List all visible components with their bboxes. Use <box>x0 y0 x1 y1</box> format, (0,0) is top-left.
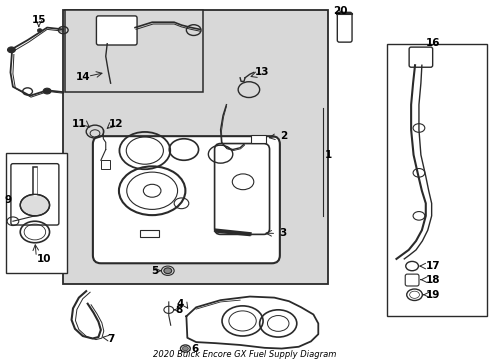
Ellipse shape <box>20 194 49 216</box>
Text: 14: 14 <box>75 72 90 82</box>
Text: 4: 4 <box>176 299 184 309</box>
FancyBboxPatch shape <box>409 47 433 67</box>
Text: 6: 6 <box>191 343 198 354</box>
Bar <box>5 153 67 273</box>
Bar <box>63 10 328 284</box>
FancyBboxPatch shape <box>93 136 280 263</box>
FancyBboxPatch shape <box>405 274 419 286</box>
Ellipse shape <box>43 88 51 94</box>
Bar <box>387 44 487 316</box>
Text: 8: 8 <box>175 305 183 315</box>
Text: 1: 1 <box>325 150 332 160</box>
Text: 5: 5 <box>151 266 158 276</box>
Text: 19: 19 <box>426 290 440 300</box>
Text: 16: 16 <box>426 38 441 48</box>
Text: 10: 10 <box>36 254 51 264</box>
Text: 12: 12 <box>109 120 123 129</box>
FancyBboxPatch shape <box>215 144 270 234</box>
Text: 9: 9 <box>4 195 11 205</box>
Text: 13: 13 <box>255 67 270 77</box>
FancyBboxPatch shape <box>11 164 59 225</box>
Text: 17: 17 <box>426 261 441 271</box>
Text: 18: 18 <box>426 275 441 285</box>
Text: 3: 3 <box>279 228 287 238</box>
Text: 2020 Buick Encore GX Fuel Supply Diagram: 2020 Buick Encore GX Fuel Supply Diagram <box>153 350 337 359</box>
Ellipse shape <box>182 346 188 351</box>
FancyBboxPatch shape <box>337 12 352 42</box>
Text: 20: 20 <box>333 6 347 17</box>
Text: 15: 15 <box>31 15 46 26</box>
Ellipse shape <box>164 268 171 274</box>
Bar <box>101 160 110 169</box>
Text: 7: 7 <box>107 333 115 343</box>
Ellipse shape <box>37 29 42 32</box>
Text: 11: 11 <box>72 120 86 129</box>
FancyBboxPatch shape <box>97 16 137 45</box>
Bar <box>140 230 159 237</box>
Bar <box>65 10 203 92</box>
Bar <box>251 135 266 143</box>
Ellipse shape <box>7 47 15 53</box>
Text: 2: 2 <box>280 131 288 140</box>
